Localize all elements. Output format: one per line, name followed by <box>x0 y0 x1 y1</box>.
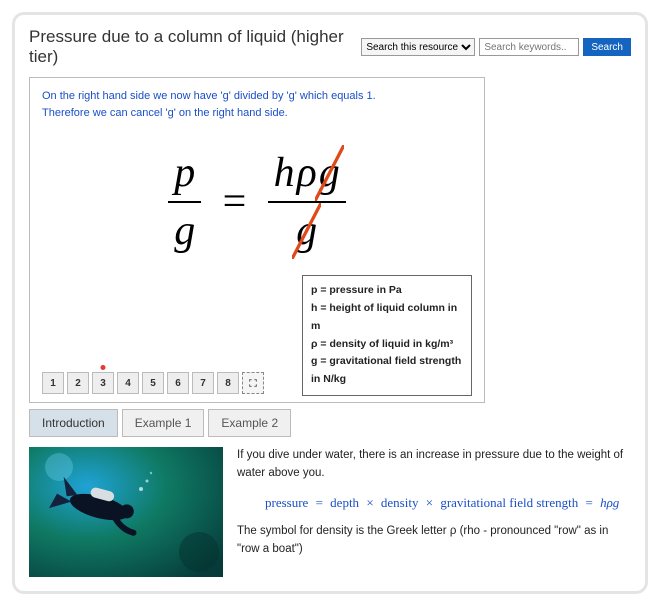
eq-right-rho: ρ <box>295 150 319 196</box>
explanation-line-1: On the right hand side we now have 'g' d… <box>42 88 472 105</box>
step-button-3[interactable]: 3 <box>92 372 114 394</box>
eq-left-numerator: p <box>174 150 195 196</box>
search-button[interactable]: Search <box>583 38 631 56</box>
eq-equals: = <box>205 178 265 226</box>
step-button-7[interactable]: 7 <box>192 372 214 394</box>
header-row: Pressure due to a column of liquid (high… <box>29 27 631 67</box>
intro-formula: pressure = depth × density × gravitation… <box>265 493 631 513</box>
legend-line: h = height of liquid column in m <box>311 300 463 336</box>
explanation-text: On the right hand side we now have 'g' d… <box>42 88 472 121</box>
step-button-6[interactable]: 6 <box>167 372 189 394</box>
tab-introduction[interactable]: Introduction <box>29 409 118 437</box>
search-input[interactable] <box>479 38 579 56</box>
tab-example-1[interactable]: Example 1 <box>122 409 205 437</box>
legend-box: p = pressure in Pa h = height of liquid … <box>302 275 472 396</box>
eq-right-g-struck: g <box>319 149 340 197</box>
diver-image <box>29 447 223 577</box>
page-title: Pressure due to a column of liquid (high… <box>29 27 361 67</box>
eq-right-den-g-struck: g <box>296 207 317 255</box>
eq-left-denominator: g <box>174 208 195 254</box>
intro-paragraph-2: The symbol for density is the Greek lett… <box>237 523 631 559</box>
step-button-1[interactable]: 1 <box>42 372 64 394</box>
step-button-8[interactable]: 8 <box>217 372 239 394</box>
search-area: Search this resource Search <box>361 38 631 56</box>
step-button-4[interactable]: 4 <box>117 372 139 394</box>
fullscreen-icon <box>249 377 257 389</box>
content-row: If you dive under water, there is an inc… <box>29 447 631 577</box>
current-step-dot <box>101 365 106 370</box>
step-nav: 12345678 <box>42 372 264 394</box>
legend-line: p = pressure in Pa <box>311 282 463 300</box>
equation: p g = hρg g <box>42 149 472 255</box>
legend-line: ρ = density of liquid in kg/m³ <box>311 336 463 354</box>
intro-paragraph-1: If you dive under water, there is an inc… <box>237 447 631 483</box>
step-button-5[interactable]: 5 <box>142 372 164 394</box>
resource-panel: On the right hand side we now have 'g' d… <box>29 77 485 403</box>
equation-left-fraction: p g <box>168 149 201 255</box>
explanation-line-2: Therefore we can cancel 'g' on the right… <box>42 105 472 122</box>
diver-illustration-icon <box>29 447 223 577</box>
page-frame: Pressure due to a column of liquid (high… <box>12 12 648 594</box>
equation-right-fraction: hρg g <box>268 149 346 255</box>
eq-right-h: h <box>274 150 295 196</box>
fullscreen-button[interactable] <box>242 372 264 394</box>
tab-example-2[interactable]: Example 2 <box>208 409 291 437</box>
tab-row: IntroductionExample 1Example 2 <box>29 409 631 437</box>
panel-bottom-row: 12345678 p = pressure in Pa h = height o… <box>42 275 472 396</box>
intro-text: If you dive under water, there is an inc… <box>237 447 631 558</box>
search-scope-select[interactable]: Search this resource <box>361 38 475 56</box>
legend-line: g = gravitational field strength in N/kg <box>311 353 463 389</box>
step-button-2[interactable]: 2 <box>67 372 89 394</box>
